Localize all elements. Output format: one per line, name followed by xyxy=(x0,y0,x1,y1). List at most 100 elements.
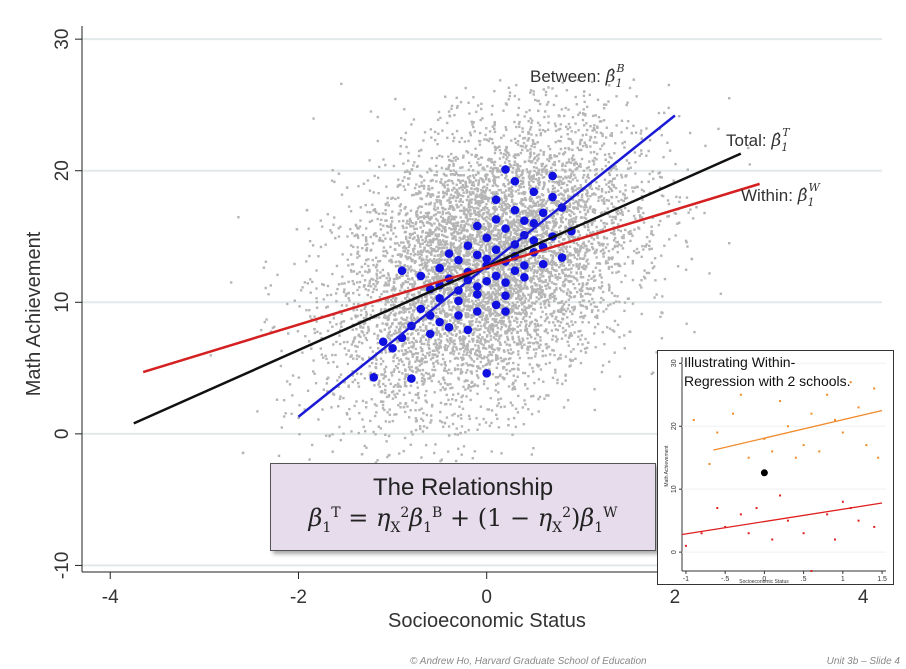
student-point xyxy=(569,271,573,274)
student-point xyxy=(459,294,462,297)
student-point xyxy=(303,408,306,411)
student-point xyxy=(457,194,460,197)
student-point xyxy=(538,181,542,184)
student-point xyxy=(424,239,428,242)
student-point xyxy=(592,238,596,241)
student-point xyxy=(362,316,366,320)
student-point xyxy=(424,212,428,215)
student-point xyxy=(409,233,412,237)
student-point xyxy=(461,267,464,271)
student-point xyxy=(602,201,606,205)
student-point xyxy=(494,324,497,327)
student-point xyxy=(433,205,436,208)
student-point xyxy=(510,220,513,224)
student-point xyxy=(472,331,476,334)
student-point xyxy=(524,251,527,254)
student-point xyxy=(571,186,574,189)
student-point xyxy=(392,303,395,307)
student-point xyxy=(516,325,519,328)
student-point xyxy=(440,250,444,253)
student-point xyxy=(544,279,548,282)
student-point xyxy=(399,241,403,244)
student-point xyxy=(417,278,420,281)
student-point xyxy=(471,267,474,271)
student-point xyxy=(480,208,483,212)
student-point xyxy=(566,189,570,192)
student-point xyxy=(447,425,451,428)
student-point xyxy=(523,371,527,375)
student-point xyxy=(561,382,564,386)
student-point xyxy=(508,244,511,247)
student-point xyxy=(491,312,495,316)
student-point xyxy=(441,239,445,242)
student-point xyxy=(620,176,624,179)
student-point xyxy=(417,391,420,395)
student-point xyxy=(415,183,418,186)
student-point xyxy=(609,303,612,306)
student-point xyxy=(564,278,567,281)
student-point xyxy=(365,314,368,317)
student-point xyxy=(405,327,408,330)
student-point xyxy=(642,211,645,215)
student-point xyxy=(375,234,378,238)
student-point xyxy=(396,366,399,370)
student-point xyxy=(562,181,566,185)
student-point xyxy=(538,128,541,132)
student-point xyxy=(466,343,469,346)
student-point xyxy=(561,305,564,308)
student-point xyxy=(601,244,604,247)
student-point xyxy=(412,248,415,251)
student-point xyxy=(490,254,493,258)
student-point xyxy=(275,398,279,401)
student-point xyxy=(563,151,567,154)
student-point xyxy=(384,249,388,253)
student-point xyxy=(499,164,502,168)
student-point xyxy=(395,273,398,276)
student-point xyxy=(451,386,454,389)
student-point xyxy=(523,115,526,118)
student-point xyxy=(631,278,635,282)
student-point xyxy=(538,268,542,271)
student-point xyxy=(623,262,626,265)
student-point xyxy=(486,387,489,390)
student-point xyxy=(558,356,561,360)
student-point xyxy=(499,405,503,409)
student-point xyxy=(408,391,411,395)
y-tick-label: 10 xyxy=(52,292,73,313)
student-point xyxy=(524,325,527,328)
student-point xyxy=(470,372,473,375)
student-point xyxy=(499,170,502,173)
student-point xyxy=(379,223,382,226)
student-point xyxy=(436,118,440,122)
student-point xyxy=(426,275,430,279)
student-point xyxy=(364,238,368,241)
student-point xyxy=(405,385,408,388)
student-point xyxy=(393,368,396,371)
student-point xyxy=(473,384,477,387)
student-point xyxy=(685,322,688,325)
student-point xyxy=(543,268,546,271)
student-point xyxy=(438,154,441,158)
student-point xyxy=(496,332,499,335)
student-point xyxy=(398,275,401,279)
student-point xyxy=(600,190,604,193)
student-point xyxy=(528,333,532,337)
student-point xyxy=(490,160,493,164)
student-point xyxy=(452,164,455,167)
student-point xyxy=(512,351,515,354)
student-point xyxy=(500,191,504,194)
student-point xyxy=(463,323,466,326)
student-point xyxy=(390,289,393,292)
student-point xyxy=(574,200,577,204)
student-point xyxy=(386,231,389,234)
student-point xyxy=(560,108,564,111)
student-point xyxy=(345,411,349,415)
student-point xyxy=(587,321,591,324)
student-point xyxy=(391,210,394,213)
student-point xyxy=(375,274,379,277)
student-point xyxy=(588,93,591,97)
student-point xyxy=(568,126,572,129)
student-point xyxy=(394,318,397,322)
student-point xyxy=(645,127,648,130)
student-point xyxy=(419,326,422,329)
